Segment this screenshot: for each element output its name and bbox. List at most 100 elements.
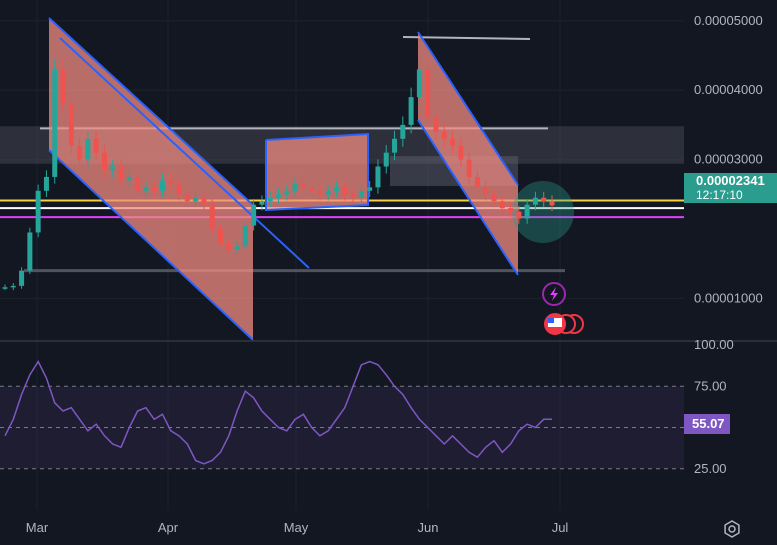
candle	[276, 194, 281, 198]
price-tick-label: 0.00001000	[694, 290, 763, 305]
candle	[292, 183, 298, 191]
price-axis[interactable]: 0.00005000 0.00004000 0.00003000 0.00001000	[694, 13, 763, 306]
candle	[408, 97, 414, 125]
candle	[516, 211, 522, 219]
candle	[19, 270, 25, 286]
falling-channel-1	[49, 18, 253, 340]
candle	[425, 69, 431, 118]
candle	[77, 145, 83, 160]
candle	[251, 204, 257, 226]
flag-field	[548, 318, 562, 327]
candle	[68, 104, 74, 146]
candle	[118, 166, 124, 181]
price-tick-label: 0.00005000	[694, 13, 763, 28]
candle	[151, 187, 157, 191]
candle	[52, 69, 58, 177]
top-level-line	[402, 36, 531, 40]
candle	[85, 138, 91, 160]
candle	[135, 176, 141, 191]
candle	[193, 197, 199, 202]
time-tick-label: May	[284, 520, 309, 535]
flag-canton	[548, 318, 554, 323]
channel-line	[59, 37, 310, 269]
candle	[334, 187, 340, 191]
candle	[358, 190, 364, 198]
candle	[101, 152, 107, 170]
candle	[10, 285, 16, 288]
candle	[309, 187, 315, 191]
channel-line	[48, 149, 254, 341]
candle	[176, 183, 182, 195]
candle	[350, 194, 356, 198]
candle	[209, 204, 215, 229]
highlight-circle	[512, 181, 574, 243]
candle	[126, 176, 132, 181]
candle	[532, 197, 538, 205]
candle	[549, 201, 555, 206]
candle	[458, 145, 464, 160]
candle	[35, 190, 41, 233]
candle	[375, 166, 381, 188]
candle	[27, 232, 33, 271]
candle	[226, 242, 232, 250]
candle	[259, 201, 265, 205]
time-tick-label: Mar	[26, 520, 49, 535]
candle	[184, 194, 190, 202]
candle	[2, 287, 8, 289]
candle	[300, 183, 306, 188]
rsi-line	[4, 359, 552, 465]
candle	[392, 138, 398, 153]
candle	[267, 197, 273, 202]
candle	[524, 204, 530, 219]
event-icons[interactable]	[542, 282, 584, 335]
time-axis[interactable]: Mar Apr May Jun Jul	[26, 520, 569, 535]
channel-line	[417, 31, 519, 186]
candle	[168, 180, 174, 184]
candles	[2, 58, 555, 291]
candle	[342, 187, 348, 195]
candle	[383, 152, 389, 167]
candle	[325, 190, 331, 195]
rsi-tick-label: 100.00	[694, 337, 734, 352]
candle	[317, 190, 323, 195]
candle	[110, 166, 116, 170]
rsi-value-label: 55.07	[684, 414, 730, 434]
time-tick-label: Apr	[158, 520, 179, 535]
time-tick-label: Jun	[418, 520, 439, 535]
falling-channel-2	[418, 32, 518, 275]
rsi-band	[0, 386, 684, 469]
candle	[159, 180, 165, 191]
candle-countdown: 12:17:10	[696, 188, 743, 202]
candle	[483, 187, 489, 195]
candle	[93, 138, 99, 153]
candle	[441, 131, 447, 139]
candle	[201, 197, 207, 205]
candle	[433, 117, 439, 132]
candle	[143, 187, 149, 191]
settings-gear-icon[interactable]	[722, 519, 742, 539]
candle	[466, 159, 472, 177]
candle	[474, 176, 480, 188]
candle	[43, 176, 49, 191]
last-price-value: 0.00002341	[696, 173, 765, 188]
candle	[242, 225, 248, 247]
candle	[60, 69, 66, 105]
rsi-pane	[0, 359, 684, 470]
price-tick-label: 0.00003000	[694, 152, 763, 167]
candle	[234, 246, 240, 250]
rsi-tick-label: 75.00	[694, 378, 727, 393]
range-box-border	[265, 132, 369, 212]
candle	[217, 228, 223, 243]
channel-line	[48, 17, 254, 206]
lightning-glyph	[550, 287, 558, 301]
candle	[508, 208, 514, 212]
candle	[541, 197, 547, 202]
channel-line	[417, 119, 519, 276]
last-price-label: 0.00002341 12:17:10	[684, 173, 777, 203]
candle	[416, 69, 422, 98]
candle	[499, 201, 505, 209]
price-tick-label: 0.00004000	[694, 82, 763, 97]
candle	[400, 124, 406, 139]
